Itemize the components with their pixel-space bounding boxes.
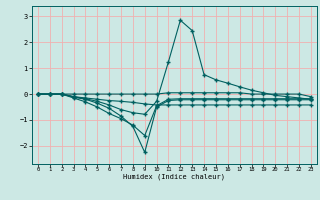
X-axis label: Humidex (Indice chaleur): Humidex (Indice chaleur) — [124, 174, 225, 180]
